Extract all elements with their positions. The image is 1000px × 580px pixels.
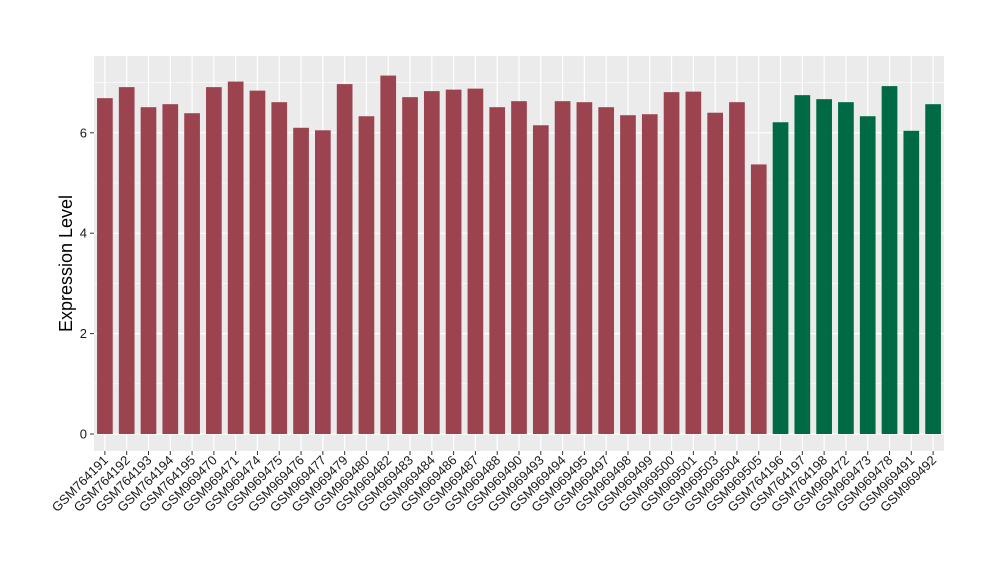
bar (663, 92, 680, 434)
bar (707, 112, 723, 434)
bar (336, 84, 353, 434)
bar (903, 130, 920, 435)
bar (249, 90, 266, 434)
bar (227, 81, 244, 434)
bar (859, 116, 876, 434)
bar (641, 114, 658, 434)
bar (816, 99, 832, 434)
bar (97, 98, 113, 435)
bar (358, 116, 375, 434)
bar (554, 101, 571, 434)
bar (925, 104, 941, 434)
bar (881, 86, 898, 434)
bar (685, 91, 702, 435)
y-tick-label: 0 (80, 427, 87, 442)
bar (380, 75, 397, 435)
bar (489, 107, 506, 434)
bar-series (97, 75, 941, 435)
y-tick-label: 4 (80, 226, 87, 241)
bar (423, 91, 440, 434)
bar (511, 101, 527, 434)
bar (729, 102, 745, 434)
y-axis: 0 2 4 6 (80, 125, 94, 442)
y-tick-label: 6 (80, 125, 87, 140)
bar (838, 102, 854, 434)
bar (206, 87, 222, 435)
y-tick-label: 2 (80, 326, 87, 341)
bar (293, 127, 309, 434)
bar (598, 107, 615, 434)
bar (445, 89, 462, 435)
bar (772, 122, 789, 435)
bar (184, 113, 200, 435)
bar (576, 102, 593, 434)
bar (750, 164, 767, 434)
bar (402, 97, 418, 435)
bar (467, 88, 484, 435)
bar (271, 102, 288, 434)
bar (532, 125, 549, 435)
bar (620, 115, 636, 434)
y-axis-title: Expression Level (56, 195, 76, 332)
bar (794, 95, 811, 435)
bar (162, 104, 179, 434)
bar (140, 107, 157, 434)
bar (315, 130, 331, 435)
bar (118, 87, 135, 435)
x-axis: GSM764191GSM764192GSM764193GSM764194GSM7… (49, 451, 939, 515)
